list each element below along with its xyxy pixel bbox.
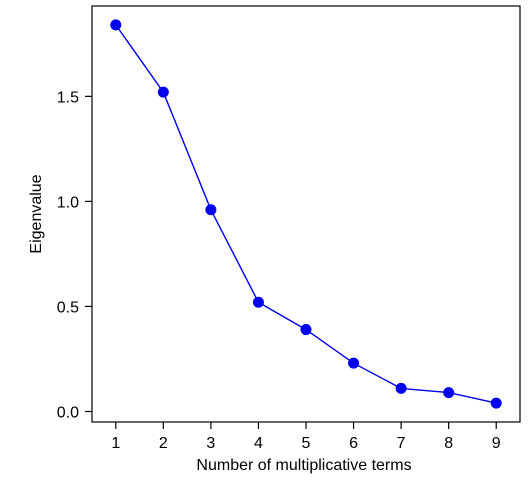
data-point (252, 296, 264, 308)
series-line (115, 24, 497, 404)
y-tick-label: 1.0 (57, 194, 79, 211)
x-tick-label: 9 (492, 435, 501, 452)
x-tick-label: 7 (397, 435, 406, 452)
x-tick-label: 6 (349, 435, 358, 452)
data-point (490, 397, 502, 409)
data-point (157, 86, 169, 98)
x-tick-label: 8 (444, 435, 453, 452)
y-tick-label: 1.5 (57, 89, 79, 106)
y-axis: 0.0 0.5 1.0 1.5 (57, 89, 92, 421)
x-axis-title: Number of multiplicative terms (196, 457, 411, 474)
plot-frame (91, 5, 521, 423)
series-layer (110, 19, 502, 409)
x-tick-label: 4 (254, 435, 263, 452)
y-tick-label: 0.0 (57, 404, 79, 421)
data-point (443, 387, 455, 399)
data-point (300, 324, 312, 336)
y-axis-title: Eigenvalue (28, 174, 45, 253)
x-tick-label: 5 (302, 435, 311, 452)
data-point (205, 204, 217, 216)
x-tick-label: 1 (111, 435, 120, 452)
x-tick-label: 3 (206, 435, 215, 452)
data-point (395, 382, 407, 394)
x-axis: 1 2 3 4 5 6 7 8 9 (111, 422, 501, 452)
y-tick-label: 0.5 (57, 299, 79, 316)
x-tick-label: 2 (159, 435, 168, 452)
data-point (348, 357, 360, 369)
data-point (110, 19, 122, 31)
